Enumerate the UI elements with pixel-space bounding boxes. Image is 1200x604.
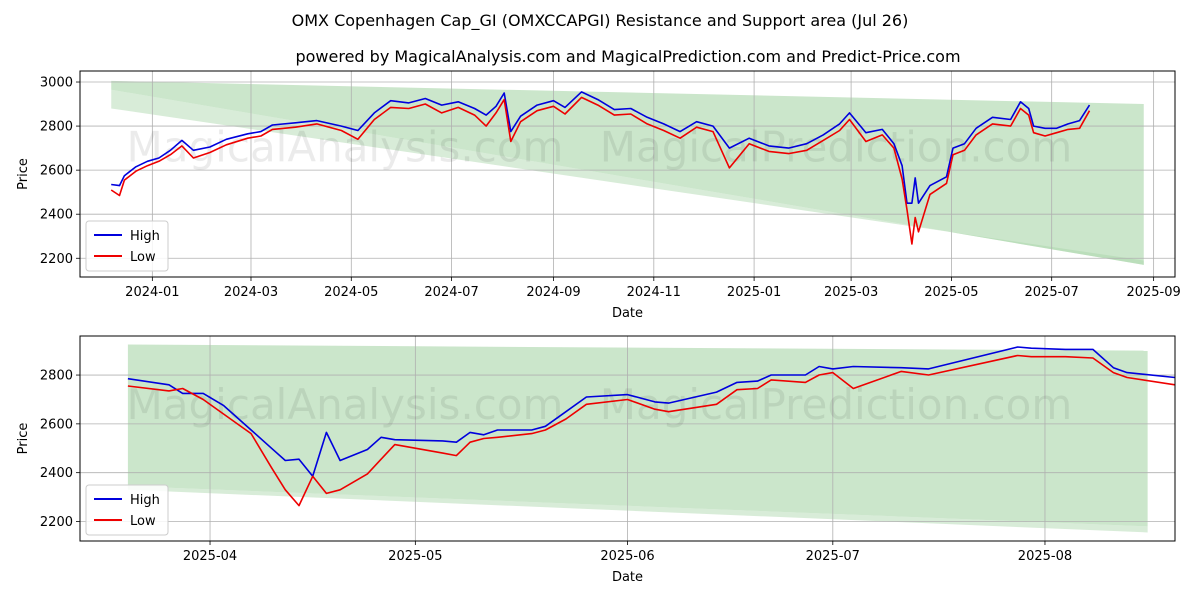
y-tick-label: 2200 [40, 515, 73, 530]
y-tick-label: 2400 [40, 466, 73, 481]
x-tick-label: 2024-11 [627, 285, 681, 300]
watermark: MagicalPrediction.com [600, 380, 1073, 429]
x-tick-label: 2025-08 [1018, 549, 1072, 564]
support-band-light [127, 486, 1148, 533]
legend-label-low: Low [130, 250, 156, 265]
legend-box [85, 220, 169, 272]
x-tick-label: 2024-05 [324, 285, 378, 300]
series-line-high [111, 91, 1091, 204]
watermark: MagicalPrediction.com [600, 122, 1073, 171]
legend-label-low: Low [130, 514, 156, 529]
grid-group: 2024-01 2024-03 2024-05 2024-07 2024-09 2024-… [40, 71, 1181, 300]
band-group [111, 80, 1144, 265]
x-tick-label: 2024-03 [224, 285, 278, 300]
y-tick-label: 2800 [40, 369, 73, 384]
x-tick-label: 2024-07 [424, 285, 478, 300]
y-axis-label: Price [16, 158, 31, 190]
x-tick-label: 2025-05 [924, 285, 978, 300]
y-tick-label: 2200 [40, 252, 73, 267]
y-tick-label: 3000 [40, 76, 73, 91]
legend: High Low [85, 484, 169, 536]
grid-group: 2025-04 2025-05 2025-06 2025-07 2025-08 2200 2… [40, 336, 1175, 564]
x-tick-label: 2025-01 [727, 285, 781, 300]
y-tick-label: 2800 [40, 120, 73, 135]
series-line-low [110, 96, 1091, 245]
legend-label-high: High [130, 229, 160, 244]
x-tick-label: 2025-07 [806, 549, 860, 564]
series-group [127, 346, 1175, 507]
x-tick-label: 2025-05 [388, 549, 442, 564]
y-axis-label: Price [16, 423, 31, 455]
legend-label-high: High [130, 493, 160, 508]
series-line-high [127, 346, 1175, 478]
x-tick-label: 2025-06 [600, 549, 654, 564]
x-tick-label: 2025-04 [183, 549, 237, 564]
watermark: MagicalAnalysis.com [127, 122, 564, 171]
series-group [110, 91, 1091, 245]
top-panel: 2024-01 2024-03 2024-05 2024-07 2024-09 2024-… [16, 70, 1181, 321]
band-group [127, 344, 1148, 533]
watermark: MagicalAnalysis.com [127, 380, 564, 429]
y-tick-label: 2600 [40, 417, 73, 432]
x-tick-label: 2024-01 [125, 285, 179, 300]
x-tick-label: 2025-03 [824, 285, 878, 300]
y-tick-label: 2400 [40, 208, 73, 223]
chart-title: OMX Copenhagen Cap_GI (OMXCCAPGI) Resist… [292, 11, 909, 31]
series-line-low [127, 354, 1175, 507]
x-tick-label: 2025-09 [1126, 285, 1180, 300]
x-tick-label: 2024-09 [526, 285, 580, 300]
resistance-support-band [127, 344, 1148, 527]
y-tick-label: 2600 [40, 164, 73, 179]
bottom-panel: 2025-04 2025-05 2025-06 2025-07 2025-08 2200 2… [16, 335, 1176, 585]
support-band-light [111, 89, 1144, 265]
plot-frame [79, 70, 1176, 278]
legend: High Low [85, 220, 169, 272]
x-axis-label: Date [612, 306, 643, 321]
plot-frame [79, 335, 1176, 542]
x-axis-label: Date [612, 570, 643, 585]
legend-box [85, 484, 169, 536]
resistance-support-band [111, 80, 1144, 265]
x-tick-label: 2025-07 [1025, 285, 1079, 300]
chart-subtitle: powered by MagicalAnalysis.com and Magic… [295, 47, 960, 66]
